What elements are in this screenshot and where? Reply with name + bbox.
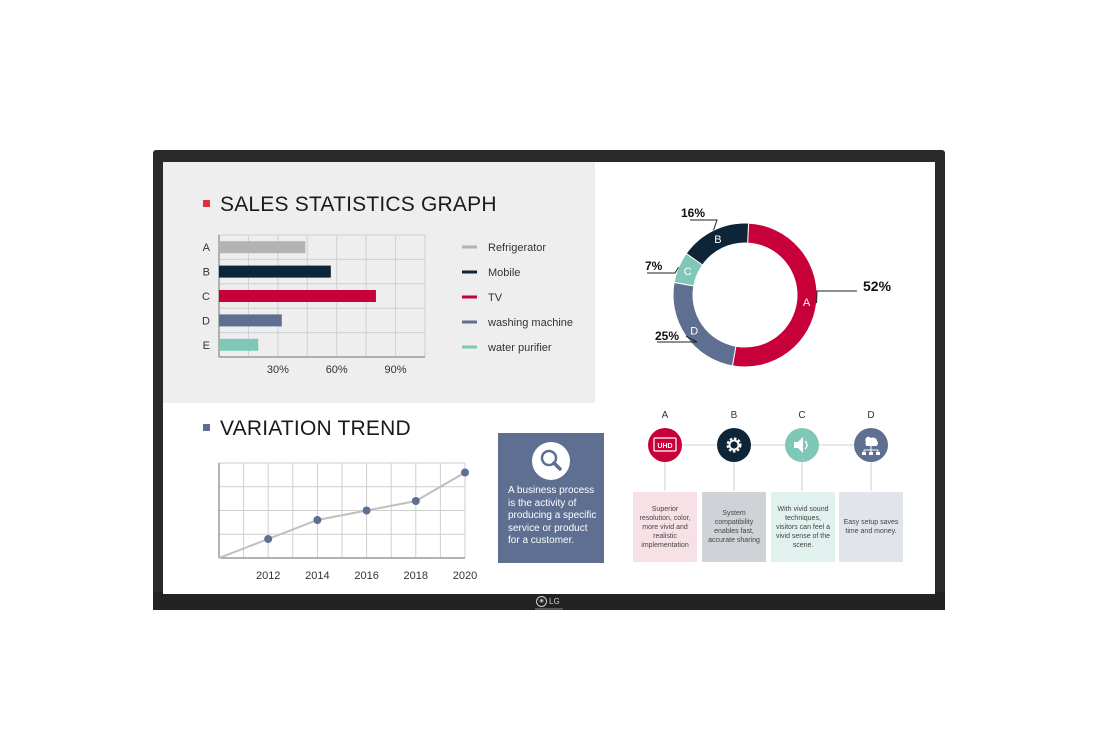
lg-logo: ◉ LG	[536, 596, 560, 608]
speaker-icon-wave	[804, 440, 808, 450]
bar-d	[219, 314, 282, 327]
bar-a	[219, 241, 306, 254]
donut-slice-label: B	[714, 234, 721, 246]
gear-icon-ring	[728, 439, 740, 451]
callout-text: A business process is the activity of pr…	[508, 485, 597, 546]
feature-text: Easy setup saves time and money.	[843, 519, 899, 535]
bar-x-tick-label: 30%	[267, 364, 289, 376]
donut-leader-line	[647, 266, 679, 274]
sales-title: SALES STATISTICS GRAPH	[203, 193, 497, 217]
network-icon-node	[862, 452, 866, 455]
variation-title-marker	[203, 423, 210, 431]
donut-value-label: 25%	[655, 329, 679, 343]
line-x-tick-label: 2016	[354, 570, 378, 582]
feature-box-c: With vivid sound techniques, visitors ca…	[771, 492, 835, 562]
network-icon-node	[869, 452, 873, 455]
gear-icon-teeth	[726, 437, 742, 453]
feature-box-d: Easy setup saves time and money.	[839, 492, 903, 562]
bar-category-label: C	[202, 291, 210, 303]
line-x-tick-label: 2020	[453, 570, 477, 582]
bar-category-label: D	[202, 315, 210, 327]
search-icon	[532, 442, 570, 480]
sales-panel	[163, 162, 595, 403]
bar-category-label: E	[203, 340, 210, 352]
sales-title-marker	[203, 199, 210, 207]
callout-card: A business process is the activity of pr…	[498, 433, 604, 563]
tv-bezel-bottom	[153, 592, 945, 610]
feature-label: D	[867, 410, 874, 421]
line-x-tick-label: 2014	[305, 570, 329, 582]
variation-title-text: VARIATION TREND	[220, 417, 411, 440]
speaker-icon-body	[794, 437, 803, 453]
line-point	[461, 468, 469, 477]
line-x-tick-label: 2012	[256, 570, 280, 582]
line-series	[218, 471, 466, 559]
donut-value-label: 7%	[645, 259, 663, 273]
sales-donut-chart: A D C B 52% 16% 7% 25%	[645, 206, 892, 368]
line-point	[362, 506, 371, 515]
legend-label: Refrigerator	[488, 242, 546, 254]
feature-label: B	[731, 410, 738, 421]
feature-icon-circle	[648, 428, 682, 462]
bar-category-label: A	[203, 242, 211, 254]
sales-title-text: SALES STATISTICS GRAPH	[220, 193, 497, 216]
legend-label: TV	[488, 292, 503, 304]
tv-stand-indicator	[535, 608, 563, 610]
donut-slice-a	[731, 222, 818, 368]
sales-bar-chart: A BCD E 30% 60% 90% Refrigerator Mobile TV washin…	[202, 234, 573, 376]
bar-category-label: B	[203, 267, 210, 279]
variation-line-chart: 2012 2014 2016 2018 2020	[218, 462, 477, 582]
gear-icon	[717, 428, 751, 462]
donut-value-label: 16%	[681, 206, 705, 220]
network-icon-lines	[863, 446, 879, 452]
line-point	[411, 497, 420, 505]
lg-logo-text: LG	[549, 597, 560, 606]
legend-label: water purifier	[487, 342, 552, 354]
variation-title: VARIATION TREND	[203, 417, 411, 441]
feature-label: C	[798, 410, 805, 421]
screen: SALES STATISTICS GRAPH VARIATION TREND A…	[163, 162, 935, 594]
bar-x-tick-label: 90%	[385, 364, 407, 376]
donut-value-label: 52%	[863, 278, 892, 294]
line-point	[264, 535, 273, 543]
bar-b	[219, 265, 331, 278]
feature-box-b: System compatibility enables fast, accur…	[702, 492, 766, 562]
feature-text: With vivid sound techniques, visitors ca…	[775, 505, 831, 549]
donut-leader-line	[657, 335, 698, 343]
legend-label: Mobile	[488, 267, 520, 279]
bar-c	[219, 290, 376, 302]
line-x-tick-label: 2018	[404, 570, 428, 582]
network-icon-node	[876, 452, 880, 455]
features-diagram: A UHD B C D	[648, 410, 888, 491]
donut-slice-label: C	[684, 266, 692, 278]
donut-slice-d	[672, 281, 737, 367]
feature-icon-circle	[717, 428, 751, 462]
network-icon	[854, 428, 888, 462]
line-point	[313, 516, 322, 524]
donut-slice-label: D	[690, 326, 698, 338]
feature-label: A	[662, 410, 669, 421]
donut-slice-b	[685, 222, 750, 266]
network-icon-cloud	[865, 436, 878, 446]
legend-label: washing machine	[487, 317, 573, 329]
donut-leader-line	[816, 290, 857, 304]
donut-leader-line	[690, 219, 718, 231]
tv-display-frame: ◉ LG SALES STATISTICS GRAPH VARIATION TRE…	[153, 150, 945, 610]
speaker-icon	[785, 428, 819, 462]
bar-e	[219, 338, 259, 351]
feature-text: Superior resolution, color, more vivid a…	[639, 505, 691, 549]
uhd-icon-frame	[653, 437, 677, 452]
feature-text: System compatibility enables fast, accur…	[708, 510, 760, 544]
uhd-icon-text: UHD	[657, 443, 672, 450]
bar-x-tick-label: 60%	[326, 364, 348, 376]
donut-slice-label: A	[803, 297, 811, 309]
feature-box-a: Superior resolution, color, more vivid a…	[633, 492, 697, 562]
uhd-icon: UHD	[648, 428, 682, 462]
